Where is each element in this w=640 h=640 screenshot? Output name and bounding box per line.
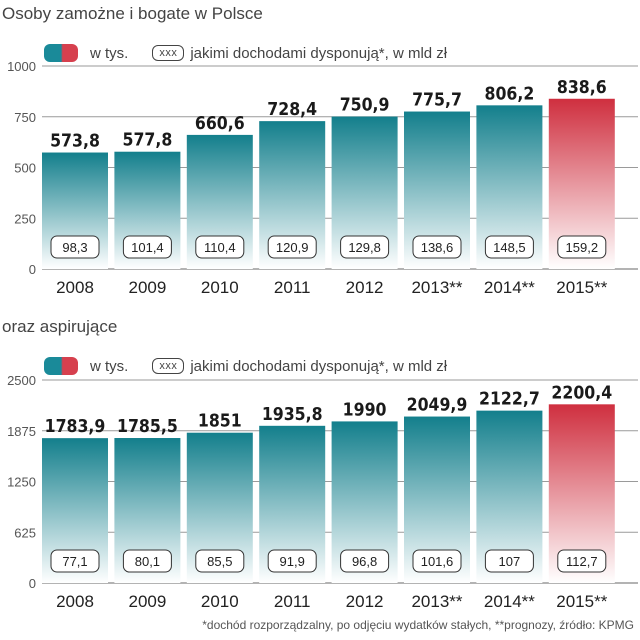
chart1-plot: 0 250 500 750 1000 573,8 98,3 2008 577,8 101,4 200… [7,59,638,297]
income-value-box [50,235,100,259]
income-value-label: 80,1 [135,554,160,569]
chart2-title: oraz aspirujące [2,317,118,336]
bar-value-label: 750,9 [340,96,390,116]
bar-value-label: 2200,4 [551,383,612,403]
y-tick-label: 625 [14,525,36,540]
legend-box-sample: xxx [152,358,185,374]
legend-box-label: jakimi dochodami dysponują*, w mld zł [190,357,448,375]
bar-value-label: 573,8 [50,132,100,152]
income-value-box [122,235,172,259]
income-value-box [195,549,245,573]
y-tick-label: 0 [29,262,36,277]
bar-value-label: 1783,9 [45,417,106,437]
y-tick-label: 1000 [7,59,36,74]
y-tick-label: 1250 [7,475,36,490]
income-value-box [267,549,317,573]
x-tick-label: 2014** [484,278,535,297]
y-tick-label: 250 [14,211,36,226]
income-value-label: 101,4 [131,240,164,255]
income-value-box [50,549,100,573]
income-value-box [122,549,172,573]
bar-value-label: 838,6 [557,78,607,98]
y-tick-label: 750 [14,110,36,125]
bar-value-label: 775,7 [412,91,462,111]
bar-value-label: 1851 [198,412,242,432]
income-value-label: 101,6 [421,554,454,569]
income-value-label: 120,9 [276,240,309,255]
income-value-box [557,549,607,573]
y-tick-label: 2500 [7,373,36,388]
y-tick-label: 0 [29,576,36,591]
bar-value-label: 806,2 [484,84,534,104]
income-value-box [557,235,607,259]
income-value-box [340,235,390,259]
x-tick-label: 2009 [128,592,166,611]
income-value-label: 91,9 [280,554,305,569]
bar-value-label: 2122,7 [479,390,540,410]
bar-value-label: 1935,8 [262,405,323,425]
chart2-plot: 0 625 1250 1875 2500 1783,9 77,1 2008 1785,5 80,1… [7,373,638,611]
income-value-box [412,235,462,259]
y-tick-label: 500 [14,161,36,176]
x-tick-label: 2014** [484,592,535,611]
y-tick-label: 1875 [7,424,36,439]
x-tick-label: 2011 [274,278,311,297]
income-value-label: 77,1 [62,554,87,569]
x-tick-label: 2015** [556,278,607,297]
income-value-box [340,549,390,573]
x-tick-label: 2010 [201,278,239,297]
x-tick-label: 2015** [556,592,607,611]
x-tick-label: 2012 [346,278,384,297]
legend-bar-label: w tys. [90,44,129,62]
x-tick-label: 2012 [346,592,384,611]
x-tick-label: 2008 [56,592,94,611]
income-value-box [484,549,534,573]
x-tick-label: 2013** [411,592,462,611]
income-value-box [195,235,245,259]
income-value-label: 107 [499,554,521,569]
bar-color-swatch-icon [44,357,78,375]
bar-value-label: 660,6 [195,114,245,134]
legend-box-sample: xxx [152,45,185,61]
bar-value-label: 1785,5 [117,417,178,437]
x-tick-label: 2008 [56,278,94,297]
x-tick-label: 2011 [274,592,311,611]
x-tick-label: 2010 [201,592,239,611]
legend-bar-label: w tys. [90,357,129,375]
income-value-label: 110,4 [204,240,236,255]
income-value-label: 85,5 [207,554,232,569]
bar-value-label: 577,8 [122,131,172,151]
income-value-box [484,235,534,259]
income-value-box [267,235,317,259]
income-value-label: 96,8 [352,554,377,569]
x-tick-label: 2013** [411,278,462,297]
bar-value-label: 1990 [343,400,387,420]
income-value-label: 148,5 [493,240,526,255]
x-tick-label: 2009 [128,278,166,297]
bar-value-label: 2049,9 [407,396,468,416]
legend-box-label: jakimi dochodami dysponują*, w mld zł [190,44,448,62]
income-value-label: 129,8 [348,240,381,255]
chart1-title: Osoby zamożne i bogate w Polsce [2,4,263,23]
income-value-box [412,549,462,573]
footnote: *dochód rozporządzalny, po odjęciu wydat… [202,618,634,632]
bar-color-swatch-icon [44,44,78,62]
chart1-legend: w tys. xxx jakimi dochodami dysponują*, … [44,43,447,63]
chart2-legend: w tys. xxx jakimi dochodami dysponują*, … [44,356,447,376]
income-value-label: 159,2 [566,240,599,255]
income-value-label: 112,7 [566,554,598,569]
bar-value-label: 728,4 [267,100,317,120]
income-value-label: 138,6 [421,240,454,255]
income-value-label: 98,3 [62,240,87,255]
